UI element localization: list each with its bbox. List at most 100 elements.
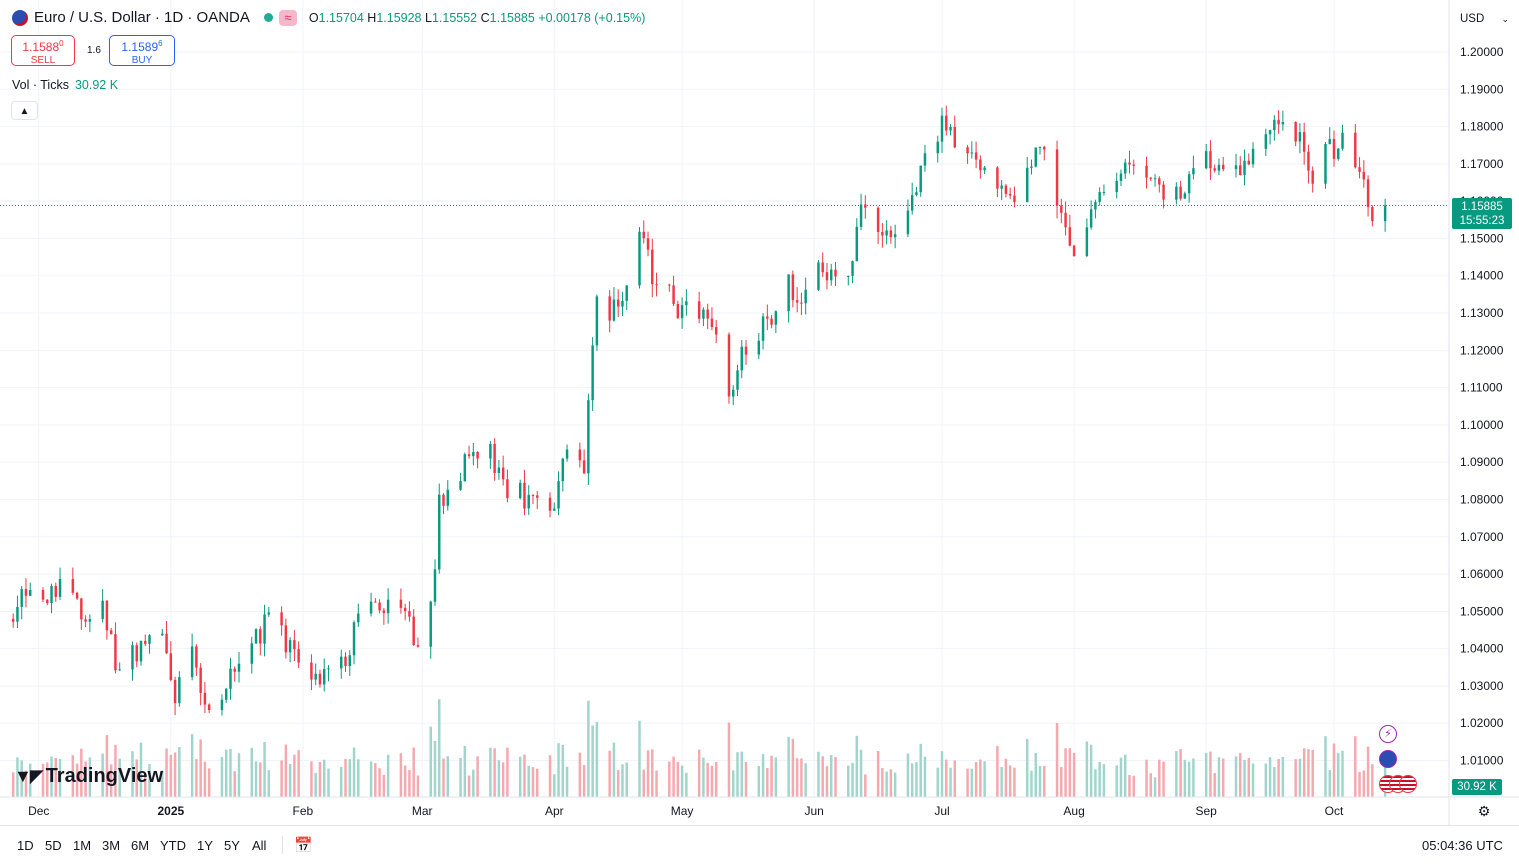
- volume-bar: [1102, 764, 1106, 797]
- volume-bar: [442, 758, 445, 797]
- candle-body: [1187, 174, 1191, 194]
- volume-legend[interactable]: Vol · Ticks 30.92 K: [12, 78, 118, 92]
- volume-bar: [1221, 758, 1225, 797]
- volume-bar: [46, 762, 49, 797]
- time-axis: Dec 2025 Feb Mar Apr May Jun Jul Aug Sep Oct: [28, 804, 1344, 818]
- tradingview-logo-icon: ▼◤: [14, 766, 44, 786]
- volume-bar: [727, 722, 731, 797]
- candle-body: [851, 261, 854, 276]
- range-6m-button[interactable]: 6M: [131, 838, 150, 853]
- lightning-icon[interactable]: ⚡: [1379, 725, 1397, 743]
- range-1y-button[interactable]: 1Y: [197, 838, 213, 853]
- volume-bar: [382, 774, 386, 797]
- candle-body: [672, 285, 675, 304]
- range-all-button[interactable]: All: [252, 838, 267, 853]
- candle-body: [834, 269, 837, 277]
- volume-bar: [139, 742, 143, 797]
- volume-bar: [416, 775, 420, 797]
- symbol-title[interactable]: Euro / U.S. Dollar · 1D · OANDA: [34, 9, 250, 26]
- volume-bar: [267, 770, 271, 797]
- candle-body: [885, 230, 888, 236]
- price-tick-label: 1.18000: [1460, 120, 1504, 134]
- candle-body: [1175, 186, 1178, 200]
- candle-body: [1179, 186, 1182, 199]
- candle-body: [386, 599, 390, 614]
- candle-body: [817, 262, 820, 290]
- volume-bar: [114, 744, 117, 797]
- candle-body: [680, 305, 684, 319]
- candle-body: [855, 226, 859, 262]
- candle-body: [608, 296, 611, 321]
- time-tick-label: May: [671, 804, 694, 818]
- volume-bar: [118, 758, 121, 797]
- range-3m-button[interactable]: 3M: [102, 838, 121, 853]
- data-delay-icon[interactable]: ≈: [278, 9, 297, 26]
- candle-body: [54, 586, 58, 597]
- candle-body: [621, 300, 624, 307]
- volume-bar: [165, 748, 168, 797]
- volume-bar: [732, 770, 735, 797]
- tradingview-logo[interactable]: ▼◤ TradingView: [14, 765, 163, 788]
- candle-body: [1204, 151, 1208, 169]
- range-ytd-button[interactable]: YTD: [160, 838, 186, 853]
- buy-button[interactable]: 1.15896 BUY: [109, 35, 175, 66]
- candle-body: [442, 494, 445, 506]
- range-1m-button[interactable]: 1M: [73, 838, 92, 853]
- candle-body: [489, 443, 492, 459]
- volume-bar: [1298, 758, 1302, 797]
- candle-body: [259, 629, 262, 644]
- bar-countdown: 15:55:23: [1459, 215, 1505, 227]
- low-label: L: [425, 10, 432, 25]
- volume-value-label: 30.92 K: [1452, 779, 1502, 795]
- range-5d-button[interactable]: 5D: [45, 838, 62, 853]
- gear-icon[interactable]: ⚙: [1477, 803, 1491, 819]
- volume-bar: [224, 749, 228, 797]
- candle-body: [1128, 162, 1131, 165]
- volume-bar: [979, 759, 982, 797]
- currency-select[interactable]: USD ⌄: [1452, 8, 1513, 30]
- candle-body: [190, 646, 194, 678]
- candle-body: [685, 301, 688, 306]
- candle-body: [889, 230, 893, 238]
- high-value: 1.15928: [376, 10, 422, 25]
- volume-bar: [169, 754, 173, 797]
- volume-bar: [446, 756, 449, 797]
- volume-bar: [936, 767, 939, 797]
- eu-flag-icon[interactable]: [1379, 750, 1397, 768]
- volume-bar: [817, 751, 820, 797]
- time-tick-label: Dec: [28, 804, 49, 818]
- volume-bar: [582, 765, 586, 797]
- volume-bar: [710, 765, 714, 797]
- candle-body: [327, 668, 330, 670]
- candle-body: [263, 614, 266, 644]
- candle-body: [1311, 170, 1314, 184]
- volume-bar: [1187, 761, 1191, 797]
- volume-bar: [1034, 753, 1037, 797]
- market-open-icon[interactable]: [263, 13, 273, 22]
- calendar-icon[interactable]: 📅: [294, 837, 313, 854]
- range-5y-button[interactable]: 5Y: [224, 838, 240, 853]
- candle-body: [910, 195, 914, 211]
- tradingview-logo-text: TradingView: [45, 765, 164, 787]
- candle-body: [148, 635, 151, 644]
- price-tick-label: 1.07000: [1460, 530, 1504, 544]
- volume-bar: [595, 721, 599, 797]
- candle-body: [736, 370, 739, 390]
- us-flag-icon[interactable]: [1399, 775, 1417, 793]
- utc-clock[interactable]: 05:04:36 UTC: [1422, 838, 1503, 853]
- volume-bar: [84, 761, 87, 797]
- candle-body: [1043, 146, 1046, 150]
- candle-body: [293, 640, 296, 650]
- candle-body: [1119, 173, 1123, 181]
- volume-bar: [1000, 766, 1003, 797]
- range-1d-button[interactable]: 1D: [17, 838, 34, 853]
- sell-button[interactable]: 1.15880 SELL: [11, 35, 75, 66]
- volume-bar: [889, 769, 893, 797]
- volume-bar: [668, 761, 671, 797]
- volume-bar: [757, 766, 761, 797]
- volume-bar: [855, 735, 859, 797]
- collapse-legend-button[interactable]: ▲: [11, 101, 38, 120]
- candle-body: [915, 192, 918, 196]
- volume-bar: [864, 774, 867, 797]
